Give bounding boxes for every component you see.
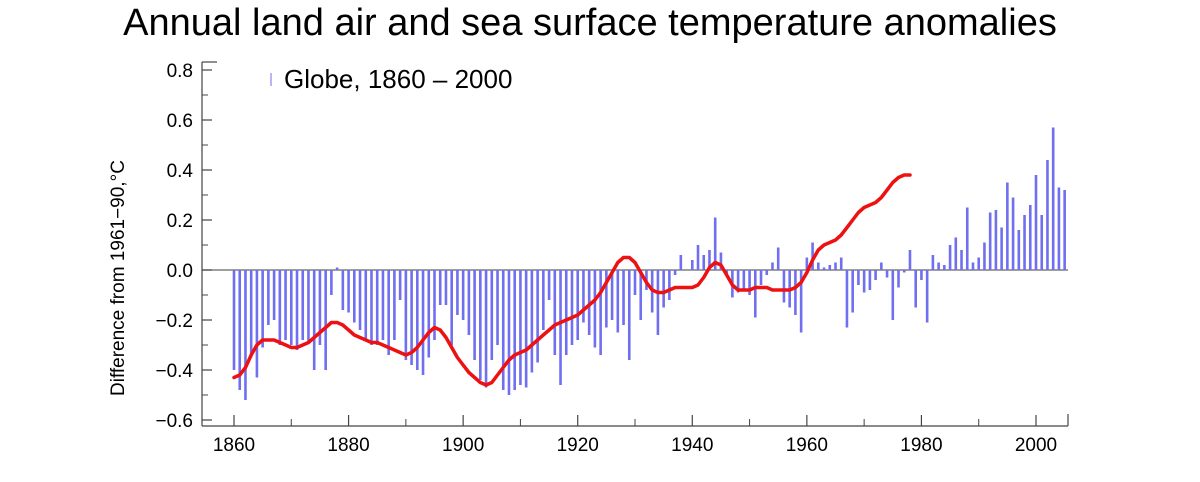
x-tick-label: 1920 (557, 435, 599, 456)
x-tick-label: 1960 (786, 435, 828, 456)
y-axis-label: Difference from 1961−90,°C (108, 160, 129, 396)
smoothed-curve (232, 173, 912, 387)
y-tick-label: 0.4 (167, 161, 194, 182)
x-tick-label: 1940 (671, 435, 713, 456)
legend-label: Globe, 1860 – 2000 (284, 64, 512, 94)
y-ticks: 0.8 0.6 0.4 0.2 0.0 −0.2 −0.4 −0.6 (155, 61, 212, 432)
y-tick-label: 0.0 (167, 261, 193, 282)
y-tick-label: −0.4 (155, 361, 193, 382)
y-axis-label-unit: °C (108, 160, 129, 181)
y-tick-label: 0.2 (167, 211, 193, 232)
legend: Globe, 1860 – 2000 (270, 64, 512, 94)
x-tick-label: 1880 (327, 435, 369, 456)
anomaly-bars (232, 127, 1066, 400)
chart-title: Annual land air and sea surface temperat… (123, 2, 1057, 44)
y-tick-label: −0.6 (155, 411, 193, 432)
x-tick-label: 1860 (213, 435, 255, 456)
y-tick-label: 0.6 (167, 111, 193, 132)
y-tick-label: −0.2 (155, 311, 193, 332)
x-tick-label: 1980 (900, 435, 942, 456)
x-tick-label: 2000 (1015, 435, 1057, 456)
y-axis-label-text: Difference from 1961−90, (108, 181, 129, 396)
axes (201, 61, 1069, 427)
y-tick-label: 0.8 (167, 61, 193, 82)
x-ticks: 1860 1880 1900 1920 1940 1960 1980 2000 (213, 415, 1057, 456)
x-tick-label: 1900 (442, 435, 484, 456)
